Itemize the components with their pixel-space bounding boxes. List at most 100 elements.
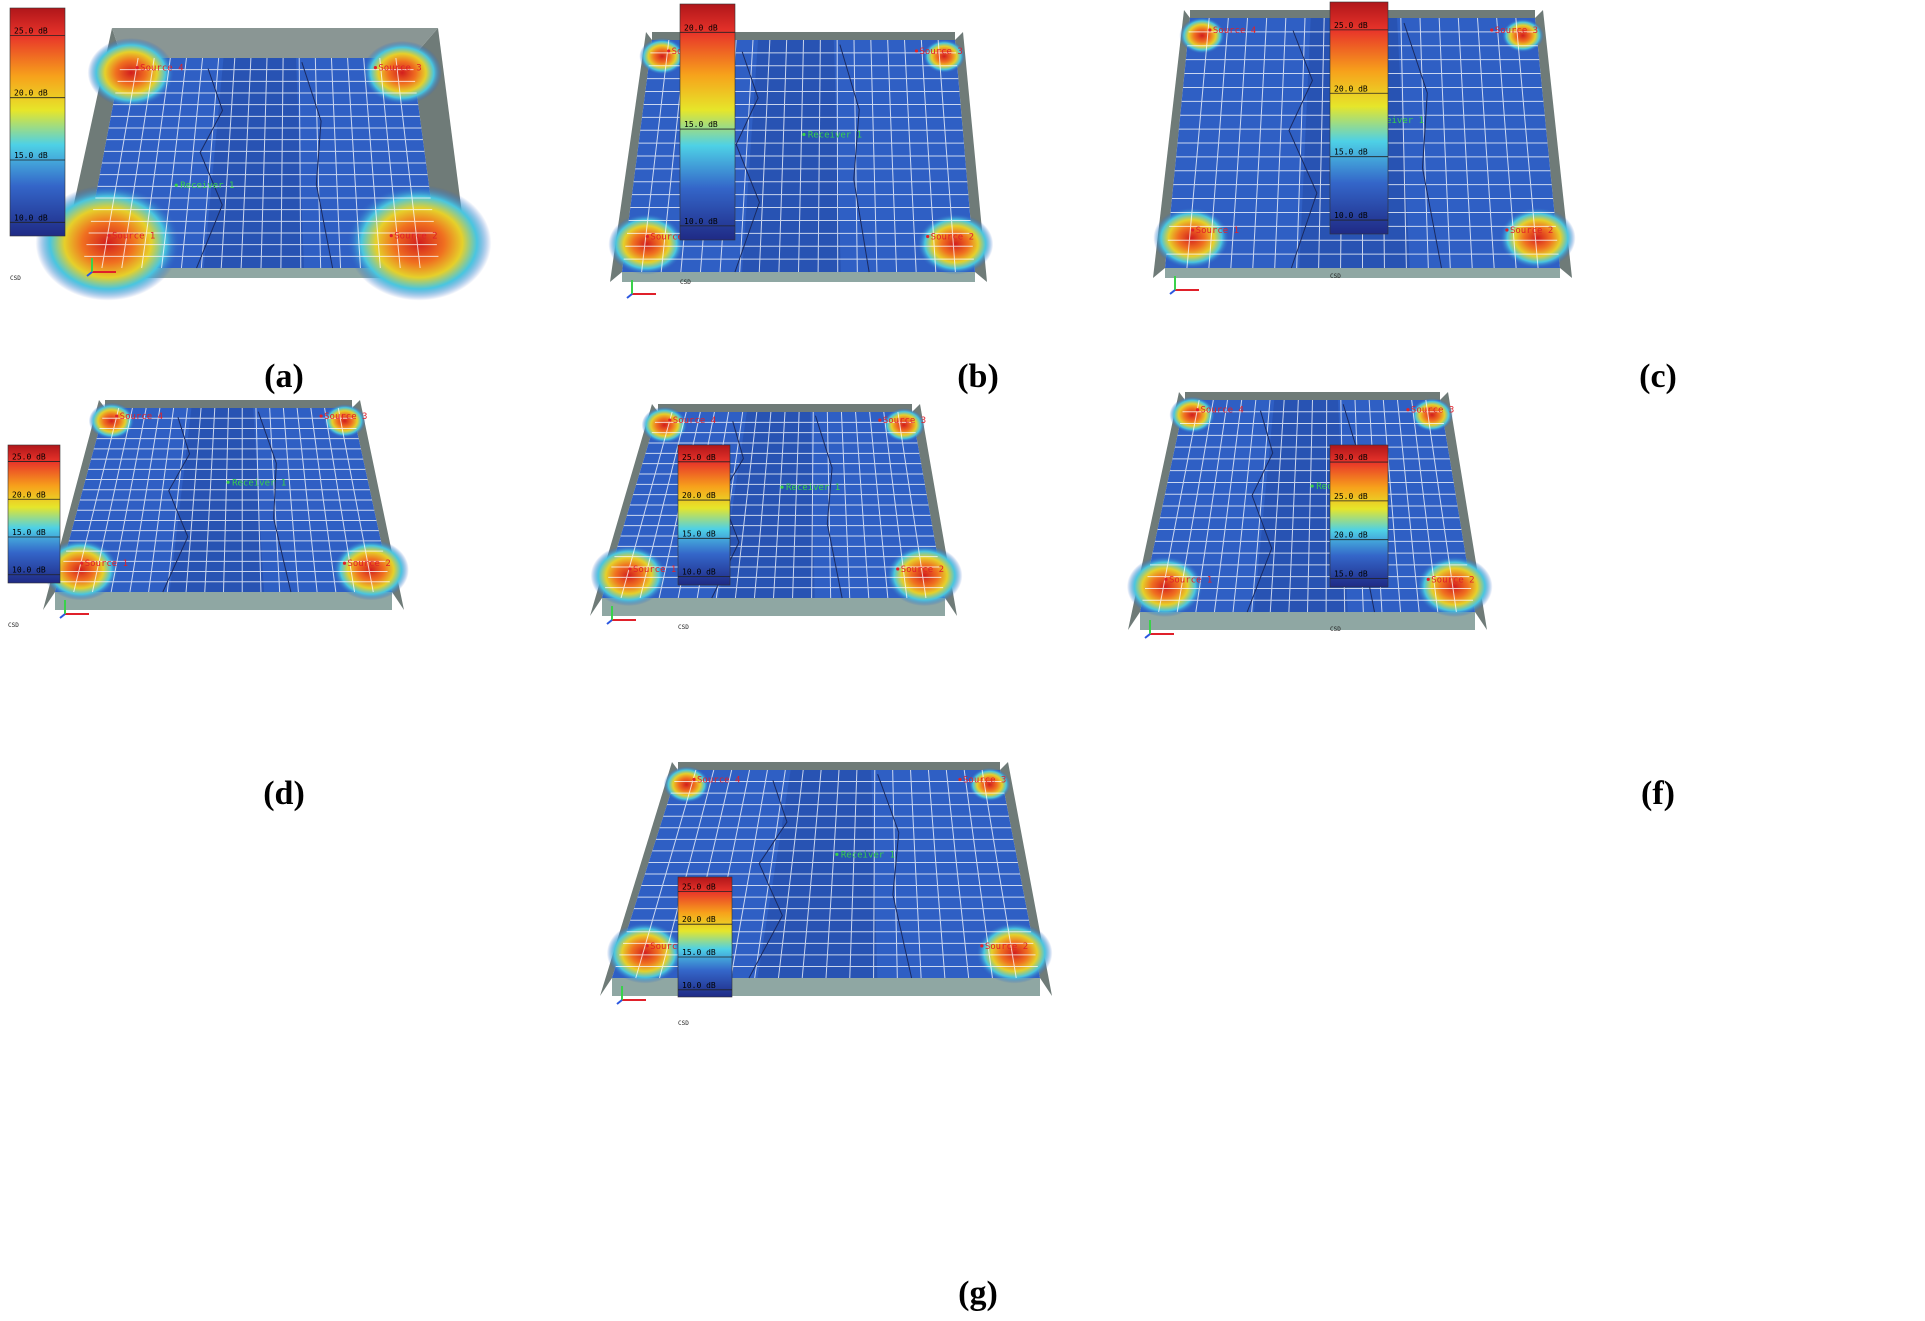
scale-tick-label: 15.0 dB: [1334, 569, 1368, 578]
contour-line: [814, 415, 843, 599]
source-marker: [645, 944, 649, 948]
source-label: Source 4: [1200, 406, 1243, 416]
caption-d: (d): [263, 775, 305, 812]
caption-b: (b): [957, 358, 999, 395]
source-label: Source 2: [1431, 575, 1474, 585]
receiver-marker: [835, 852, 839, 856]
scale-tick-label: 25.0 dB: [14, 26, 48, 35]
receiver-marker: [802, 132, 806, 137]
scale-tick-label: 20.0 dB: [1334, 531, 1368, 540]
panel-a: Source 4 Source 3 Source 1 Source 2 Receiver…: [0, 0, 560, 330]
room-wall-right: [1535, 10, 1572, 278]
source-marker: [1505, 228, 1509, 232]
source-marker: [980, 944, 984, 948]
scale-tick-label: 25.0 dB: [12, 453, 46, 462]
source-hotspot: [886, 545, 963, 607]
contour-line: [1403, 22, 1442, 269]
source-label: Source 3: [919, 47, 962, 57]
receiver-marker: [780, 485, 784, 489]
source-marker: [107, 234, 111, 238]
source-marker: [80, 561, 84, 565]
source-label: Source 3: [883, 416, 926, 426]
color-scale-bar: [677, 876, 733, 998]
source-marker: [1191, 228, 1195, 232]
contour-line: [257, 411, 292, 593]
corner-label: CSD: [10, 275, 21, 282]
source-marker: [342, 561, 347, 565]
floor-grid: [84, 57, 439, 269]
source-label: Source 4: [120, 412, 163, 422]
receiver-label: Receiver 1: [180, 181, 234, 191]
room-floor-edge: [82, 268, 440, 278]
source-label: Source 1: [650, 233, 693, 243]
scale-tick-label: 25.0 dB: [682, 882, 716, 891]
source-marker: [958, 777, 962, 782]
room-floor-edge: [1165, 268, 1560, 278]
axis-z-icon: [1144, 633, 1151, 639]
source-hotspot: [641, 406, 688, 444]
source-marker: [1490, 28, 1494, 32]
receiver-label: Receiver 1: [1370, 116, 1424, 126]
source-hotspot: [332, 539, 409, 601]
panel-g: Source 4 Source 3 Source 1 Source 2 Receiver…: [600, 762, 1270, 1265]
panel-e: Source 4 Source 3 Source 1 Source 2 Receiver…: [590, 404, 1230, 770]
source-hotspot: [1416, 556, 1493, 617]
axis-z-icon: [1169, 289, 1176, 295]
scale-tick-label: 15.0 dB: [1334, 148, 1368, 157]
receiver-label: Receiver 1: [232, 478, 286, 488]
source-label: Source 2: [901, 565, 944, 575]
source-hotspot: [88, 402, 135, 440]
receiver-marker: [226, 480, 230, 484]
source-label: Source 3: [1411, 406, 1454, 416]
room-wall-right: [955, 32, 987, 282]
source-marker: [1406, 408, 1410, 412]
color-scale-bar: [677, 444, 731, 586]
room-floor-edge: [612, 978, 1040, 996]
scale-tick-label: 20.0 dB: [682, 915, 716, 924]
scale-tick-label: 20.0 dB: [12, 490, 46, 499]
source-hotspot: [42, 539, 119, 601]
scale-tick-label: 20.0 dB: [1334, 84, 1368, 93]
receiver-label: Receiver 1: [786, 483, 840, 493]
source-marker: [628, 567, 632, 571]
source-label: Source 4: [140, 64, 183, 74]
axis-z-icon: [616, 999, 623, 1005]
source-hotspot: [923, 39, 966, 73]
room-floor-edge: [622, 272, 975, 282]
receiver-label: Receiver 1: [808, 130, 862, 140]
source-marker: [319, 414, 323, 418]
source-hotspot: [590, 545, 667, 607]
source-hotspot: [1501, 18, 1544, 53]
source-label: Source 2: [394, 232, 437, 242]
color-scale-bar: [7, 444, 61, 584]
source-label: Source 1: [112, 232, 155, 242]
source-label: Source 3: [324, 412, 367, 422]
corner-label: CSD: [8, 622, 19, 629]
room-wall-left: [1153, 10, 1190, 278]
contour-line: [196, 68, 224, 269]
scale-tick-label: 10.0 dB: [1334, 211, 1368, 220]
room-wall-back: [105, 400, 352, 408]
corner-label: CSD: [1330, 273, 1341, 280]
source-label: Source 4: [697, 775, 740, 785]
receiver-marker: [174, 183, 178, 187]
scale-tick-label: 10.0 dB: [682, 568, 716, 577]
source-hotspot: [1179, 17, 1225, 54]
scale-tick-label: 10.0 dB: [14, 213, 48, 222]
caption-c: (c): [1639, 358, 1677, 395]
source-label: Source 1: [1196, 226, 1239, 236]
source-marker: [914, 49, 919, 53]
color-scale-bar: [679, 3, 736, 241]
contour-line: [877, 773, 913, 979]
heatmap-view: Source 4 Source 3 Source 1 Source 2 Receiver…: [9, 7, 492, 301]
axis-z-icon: [606, 619, 613, 625]
source-label: Source 3: [378, 64, 421, 74]
receiver-label: Receiver 1: [841, 850, 895, 860]
source-hotspot: [883, 408, 925, 442]
scale-tick-label: 10.0 dB: [682, 981, 716, 990]
scale-tick-label: 15.0 dB: [684, 120, 718, 129]
source-marker: [373, 66, 377, 70]
color-scale-bar: [9, 7, 66, 237]
